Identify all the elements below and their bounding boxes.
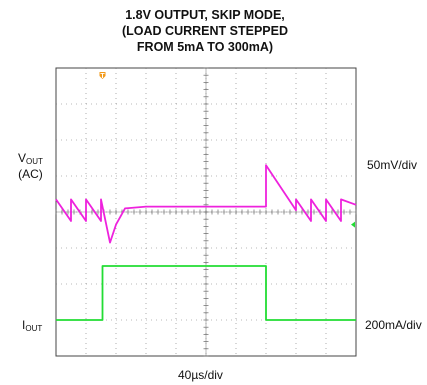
vout-name-sub: OUT: [26, 157, 43, 166]
iout-name-main: I: [22, 318, 26, 332]
title-line-1: 1.8V OUTPUT, SKIP MODE,: [125, 8, 285, 22]
trigger-marker-label: T: [100, 73, 105, 80]
vout-scale-label: 50mV/div: [367, 158, 418, 172]
iout-channel-label: IOUT: [22, 318, 42, 333]
vout-coupling: (AC): [18, 167, 43, 181]
x-axis-label: 40µs/div: [178, 368, 223, 382]
title-line-3: FROM 5mA TO 300mA): [136, 40, 274, 54]
vout-channel-label: VOUT (AC): [18, 152, 43, 181]
vout-name-main: V: [18, 151, 27, 165]
iout-name-sub: OUT: [25, 324, 43, 333]
iout-scale-label: 200mA/div: [365, 318, 422, 332]
title-line-2: (LOAD CURRENT STEPPED: [122, 24, 288, 38]
trigger-marker-icon: [99, 72, 106, 79]
iout-trace: [56, 265, 356, 321]
vout-trace: [55, 164, 357, 244]
iout-level-marker-icon: [351, 221, 355, 228]
